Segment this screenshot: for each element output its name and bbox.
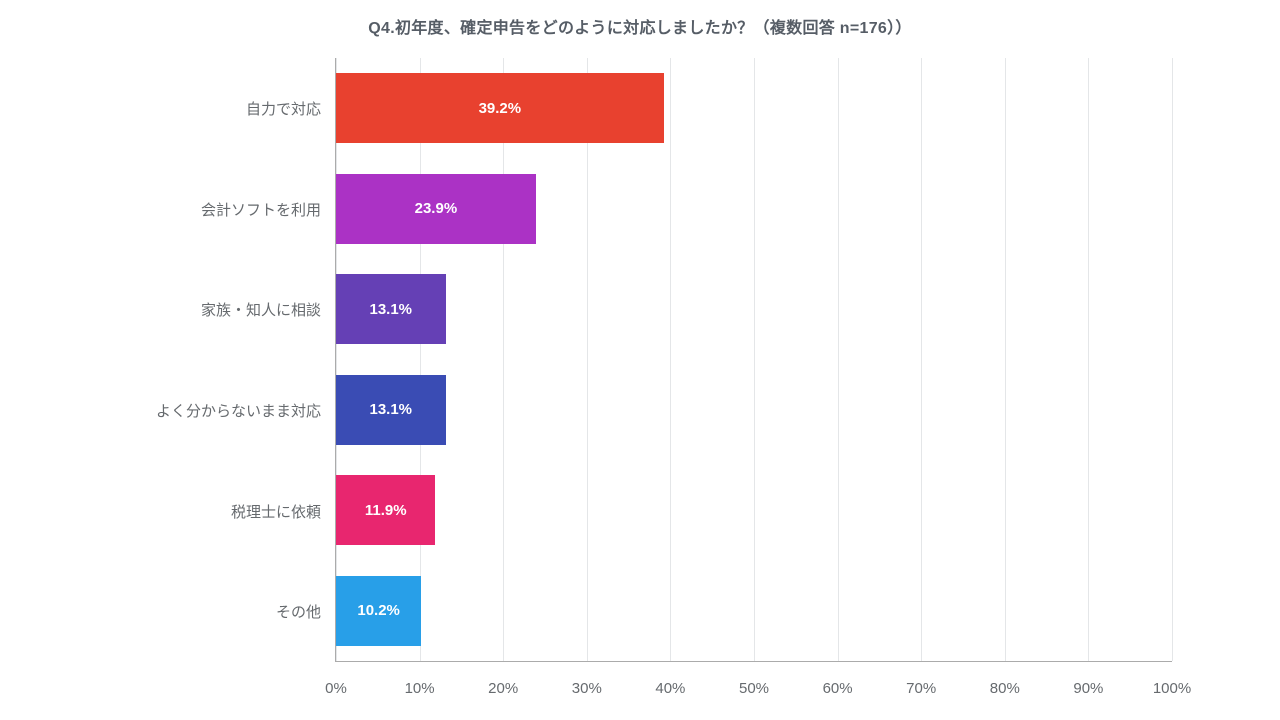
gridline [419,58,421,661]
gridlines [336,58,1173,661]
x-tick-label: 50% [738,680,770,697]
category-label: 会計ソフトを利用 [200,201,321,219]
bar-value-label: 13.1% [369,300,413,318]
bar: 13.1% [336,274,446,345]
gridline [754,58,755,661]
bar: 11.9% [336,475,436,546]
bar-value-label: 23.9% [414,200,458,218]
gridline [336,58,337,661]
bar: 39.2% [336,73,664,144]
bar: 13.1% [336,374,446,445]
bar: 10.2% [336,575,422,646]
gridline [1088,58,1090,661]
bar-row: 23.9% [336,159,1172,260]
chart-body: 自力で対応会計ソフトを利用 家族・知人に相談よく分からないまま対応税理士に依頼その… [0,58,1173,662]
bar-row: 11.9% [336,460,1172,561]
x-tick-label: 60% [822,680,853,697]
x-tick-label: 0% [325,680,347,697]
x-tick-label: 10% [404,680,435,697]
x-tick-label: 70% [906,680,937,697]
gridline [670,58,672,661]
chart-title: Q4.初年度、確定申告をどのように対応しましたか？（複数回答 n=176）） [368,20,912,37]
x-tick-label: 30% [571,680,602,697]
category-label: 税理士に依頼 [230,503,321,521]
bar-row: 13.1% [336,259,1172,360]
bar-rows: 39.2% 23.9% 13.1% 13.1% 11.9% 10.2% [336,58,1172,661]
category-labels: 自力で対応会計ソフトを利用 家族・知人に相談よく分からないまま対応税理士に依頼その… [0,58,335,662]
gridline [837,58,839,661]
x-tick-label: 40% [655,680,686,697]
bar-value-label: 39.2% [478,99,522,117]
bar-value-label: 10.2% [357,602,400,620]
x-tick-label: 20% [488,680,519,697]
category-label: 家族・知人に相談 [200,302,321,320]
category-label: その他 [275,604,321,622]
bar: 23.9% [336,173,536,244]
bar-row: 39.2% [336,58,1172,159]
plot-area: 39.2% 23.9% 13.1% 13.1% 11.9% 10.2% [335,58,1173,662]
category-label: よく分からないまま対応 [155,402,321,420]
gridline [921,58,923,661]
bar-row: 13.1% [336,360,1172,461]
bar-row: 10.2% [336,561,1172,662]
x-tick-label: 100% [1152,680,1192,697]
bar-value-label: 13.1% [369,401,413,419]
gridline [1004,58,1006,661]
x-tick-label: 90% [1073,680,1104,697]
bar-value-label: 11.9% [364,501,407,519]
gridline [503,58,505,661]
x-tick-label: 80% [989,680,1020,697]
gridline [586,58,588,661]
gridline [1172,58,1173,661]
x-axis-ticks: 0% 10% 20% 30% 40% 50% 60% 70% 80% 90% 100% [325,680,1191,704]
category-label: 自力で対応 [245,100,321,118]
